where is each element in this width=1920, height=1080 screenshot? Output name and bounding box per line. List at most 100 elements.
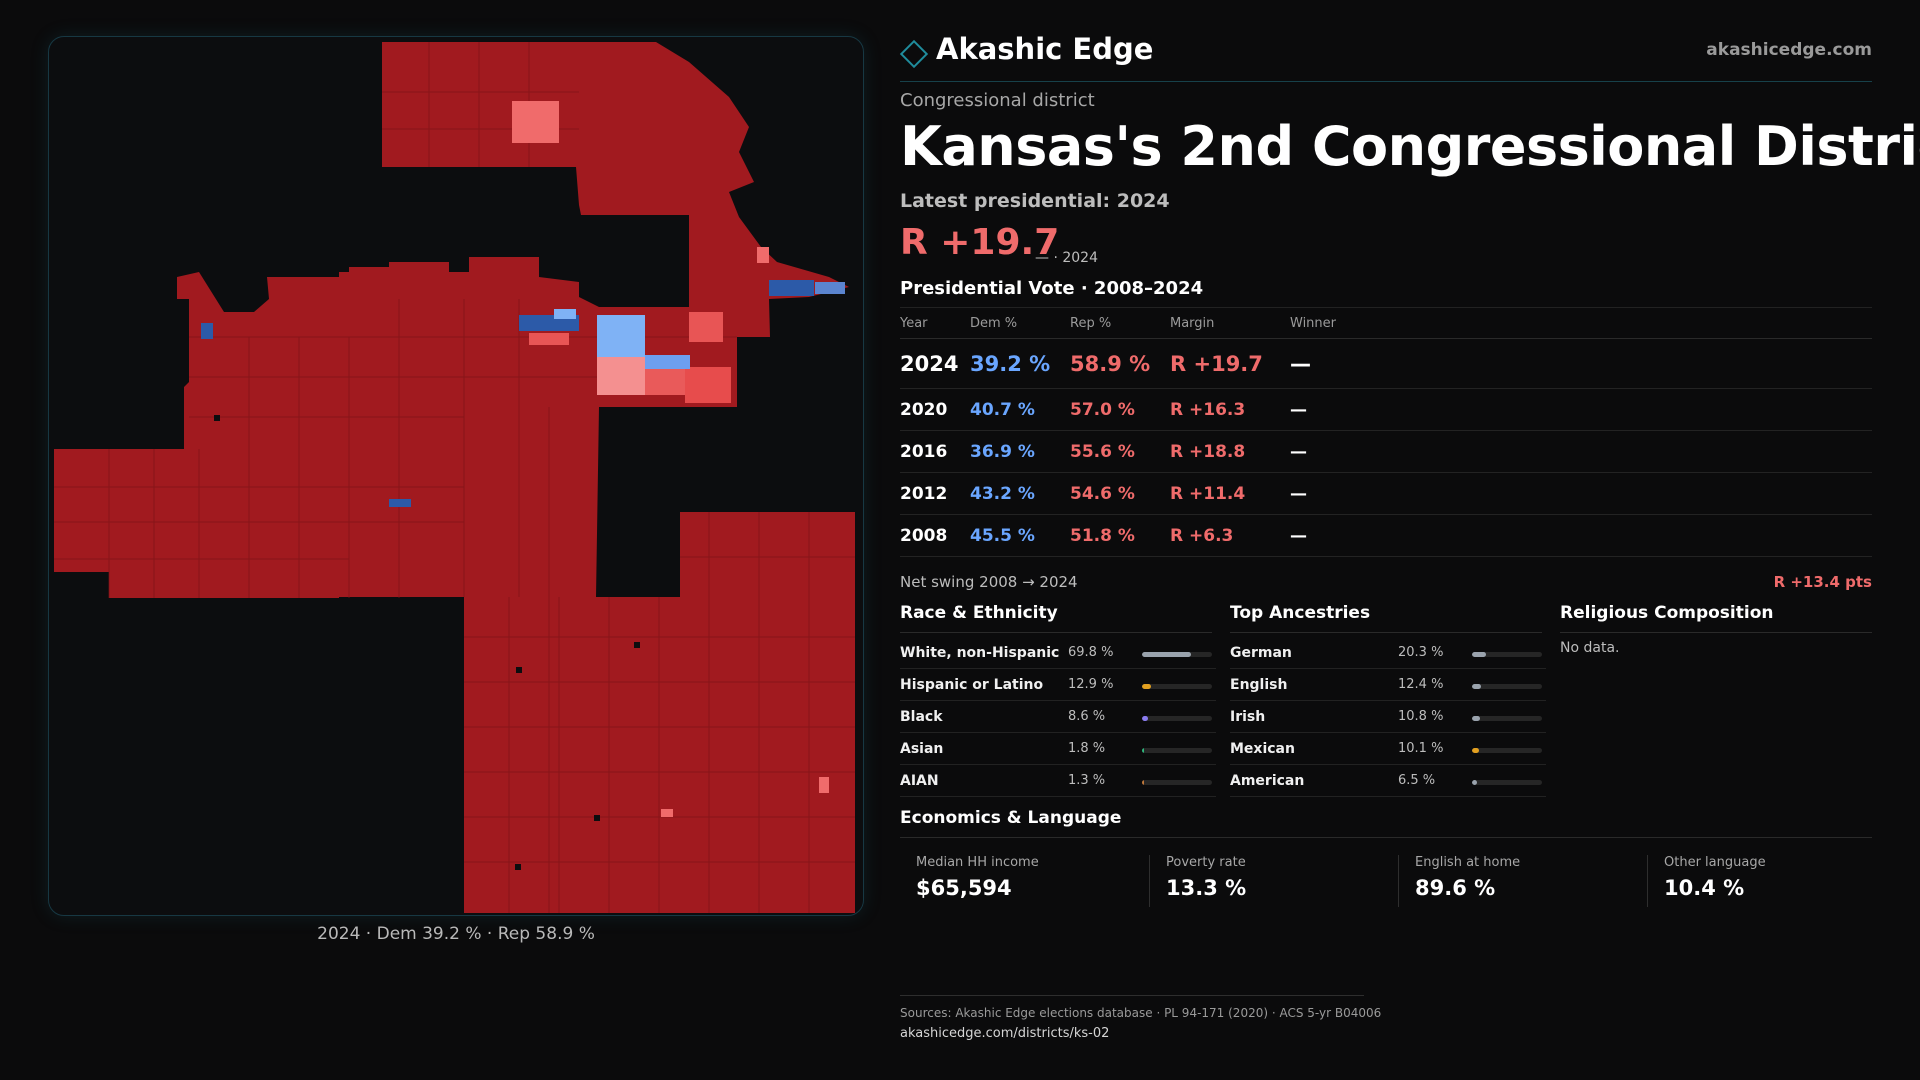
table-header: Year Dem % Rep % Margin Winner (900, 307, 1872, 339)
row-dem: 39.2 % (970, 352, 1051, 376)
precinct-lean-rep (685, 367, 731, 403)
econ-value: 13.3 % (1166, 876, 1247, 900)
item-percent: 69.8 % (1068, 645, 1114, 660)
item-bar-fill (1142, 716, 1149, 721)
econ-value: 89.6 % (1415, 876, 1496, 900)
item-label: American (1230, 773, 1305, 789)
void (634, 642, 640, 648)
econ-label: Other language (1664, 855, 1766, 870)
precinct-lean-rep (512, 101, 559, 143)
net-swing-label: Net swing 2008 → 2024 (900, 573, 1078, 591)
item-bar-fill (1472, 780, 1477, 785)
row-rep: 57.0 % (1070, 400, 1135, 420)
col-year: Year (900, 316, 928, 331)
precinct-dem (201, 323, 213, 339)
row-margin: R +19.7 (1170, 352, 1263, 376)
row-margin: R +6.3 (1170, 526, 1234, 546)
col-margin: Margin (1170, 316, 1215, 331)
item-bar (1472, 716, 1542, 721)
row-dem: 45.5 % (970, 526, 1035, 546)
district-map[interactable] (48, 36, 864, 916)
item-percent: 10.8 % (1398, 709, 1444, 724)
table-row: 2008 45.5 % 51.8 % R +6.3 — (900, 515, 1872, 557)
religion-empty: No data. (1560, 640, 1620, 656)
void (594, 815, 600, 821)
void (515, 864, 521, 870)
item-label: Irish (1230, 709, 1266, 725)
item-bar-fill (1142, 780, 1145, 785)
list-item: English 12.4 % (1230, 669, 1546, 701)
precinct-lean-rep (661, 809, 673, 817)
col-rep: Rep % (1070, 316, 1112, 331)
precinct-light-dem (815, 282, 845, 294)
row-margin: R +11.4 (1170, 484, 1246, 504)
precinct-lean-rep (529, 333, 569, 345)
list-item: German 20.3 % (1230, 637, 1546, 669)
brand-name[interactable]: Akashic Edge (936, 32, 1154, 66)
item-bar (1142, 780, 1212, 785)
econ-label: Poverty rate (1166, 855, 1246, 870)
item-bar (1142, 652, 1212, 657)
brand-bar: Akashic Edge akashicedge.com (899, 30, 1872, 82)
item-label: Asian (900, 741, 944, 757)
item-bar-fill (1142, 684, 1152, 689)
col-dem: Dem % (970, 316, 1018, 331)
latest-presidential: Latest presidential: 2024 (900, 190, 1170, 212)
table-row: 2024 39.2 % 58.9 % R +19.7 — (900, 339, 1872, 389)
row-winner: — (1290, 400, 1307, 420)
table-row: 2020 40.7 % 57.0 % R +16.3 — (900, 389, 1872, 431)
econ-label: English at home (1415, 855, 1521, 870)
item-bar (1142, 748, 1212, 753)
econ-value: $65,594 (916, 876, 1012, 900)
row-year: 2024 (900, 352, 959, 376)
list-item: AIAN 1.3 % (900, 765, 1216, 797)
ancestry-heading: Top Ancestries (1230, 603, 1542, 633)
row-margin: R +18.8 (1170, 442, 1246, 462)
precinct-dem (389, 499, 411, 507)
row-winner: — (1290, 442, 1307, 462)
item-percent: 1.3 % (1068, 773, 1106, 788)
row-margin: R +16.3 (1170, 400, 1246, 420)
list-item: White, non-Hispanic 69.8 % (900, 637, 1216, 669)
item-label: White, non-Hispanic (900, 645, 1060, 661)
precinct-lean-rep (757, 247, 769, 263)
item-bar-fill (1472, 684, 1481, 689)
item-label: English (1230, 677, 1288, 693)
item-bar (1142, 716, 1212, 721)
item-percent: 1.8 % (1068, 741, 1106, 756)
precinct-light-dem (597, 315, 645, 357)
econ-poverty-rate: Poverty rate 13.3 % (1149, 855, 1389, 907)
presidential-vote-heading: Presidential Vote · 2008–2024 (900, 278, 1204, 299)
sources-text: Sources: Akashic Edge elections database… (900, 1006, 1382, 1020)
econ-other-language: Other language 10.4 % (1647, 855, 1887, 907)
void (214, 415, 220, 421)
row-rep: 55.6 % (1070, 442, 1135, 462)
district-shape (54, 42, 855, 913)
col-winner: Winner (1290, 316, 1337, 331)
row-winner: — (1290, 484, 1307, 504)
footer-divider (900, 995, 1364, 996)
district-map-svg (54, 42, 855, 913)
row-year: 2012 (900, 484, 948, 504)
item-label: German (1230, 645, 1292, 661)
district-panel: Akashic Edge akashicedge.com Congression… (899, 0, 1920, 1080)
item-label: Mexican (1230, 741, 1295, 757)
ancestry-list: German 20.3 % English 12.4 % Irish 10.8 % Mexi… (1230, 637, 1546, 797)
precinct-lean-rep (597, 357, 645, 395)
brand-url[interactable]: akashicedge.com (1706, 40, 1872, 60)
item-percent: 6.5 % (1398, 773, 1436, 788)
item-bar (1472, 780, 1542, 785)
item-percent: 10.1 % (1398, 741, 1444, 756)
item-percent: 20.3 % (1398, 645, 1444, 660)
table-row: 2012 43.2 % 54.6 % R +11.4 — (900, 473, 1872, 515)
district-url[interactable]: akashicedge.com/districts/ks-02 (900, 1026, 1110, 1041)
item-label: AIAN (900, 773, 939, 789)
item-bar-fill (1142, 652, 1191, 657)
row-year: 2008 (900, 526, 948, 546)
list-item: Irish 10.8 % (1230, 701, 1546, 733)
void (516, 667, 522, 673)
list-item: Black 8.6 % (900, 701, 1216, 733)
econ-median-income: Median HH income $65,594 (900, 855, 1140, 907)
latest-margin: R +19.7 (900, 222, 1060, 263)
precinct-dem (769, 280, 814, 296)
